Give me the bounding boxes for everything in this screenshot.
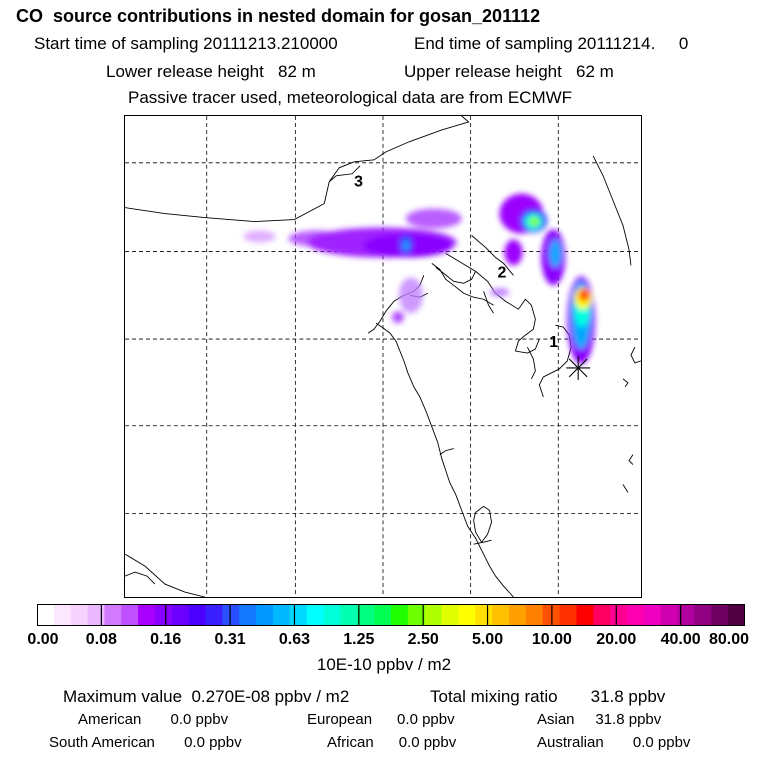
color-swatch — [37, 604, 55, 626]
marker-label-3: 3 — [354, 174, 363, 191]
color-swatch — [559, 604, 577, 626]
color-swatch — [660, 604, 679, 626]
color-swatch — [475, 604, 493, 626]
upper-release-height: Upper release height 62 m — [404, 62, 614, 81]
grid-lines — [125, 116, 641, 597]
color-swatch — [155, 604, 173, 626]
color-swatch — [391, 604, 409, 626]
african-contribution: African 0.0 ppbv — [327, 734, 457, 751]
co-plume — [243, 193, 596, 364]
color-swatch — [677, 604, 695, 626]
australian-contribution: Australian 0.0 ppbv — [537, 734, 691, 751]
color-swatch — [70, 604, 89, 626]
color-swatch — [576, 604, 594, 626]
color-swatch — [256, 604, 274, 626]
color-swatch — [188, 604, 207, 626]
map-panel[interactable]: 1 2 3 — [124, 115, 642, 598]
color-scale-frame — [37, 604, 745, 626]
color-swatch — [424, 604, 443, 626]
color-swatch — [104, 604, 122, 626]
marker-label-2: 2 — [498, 264, 507, 281]
color-scale-bar — [37, 604, 745, 626]
color-scale-tick-label: 80.00 — [708, 631, 750, 648]
color-scale-tick-label: 0.08 — [85, 631, 117, 648]
color-swatch — [306, 604, 325, 626]
color-swatch — [711, 604, 729, 626]
marker-label-1: 1 — [549, 334, 558, 351]
south-american-contribution: South American 0.0 ppbv — [49, 734, 242, 751]
color-swatch — [138, 604, 156, 626]
color-scale-tick-label: 10.00 — [531, 631, 572, 648]
color-scale-tick-label: 5.00 — [471, 631, 504, 648]
color-swatch — [509, 604, 527, 626]
color-swatch — [340, 604, 358, 626]
color-swatch — [458, 604, 476, 626]
color-scale-tick-label: 0.16 — [150, 631, 182, 648]
lower-release-height: Lower release height 82 m — [106, 62, 316, 81]
color-scale-tick-label: 40.00 — [660, 631, 701, 648]
color-swatch — [357, 604, 375, 626]
asian-contribution: Asian 31.8 ppbv — [537, 711, 662, 728]
color-swatch — [121, 604, 139, 626]
color-swatch — [525, 604, 544, 626]
color-swatch — [374, 604, 392, 626]
color-swatch — [273, 604, 291, 626]
color-swatch — [87, 604, 105, 626]
color-swatch — [407, 604, 426, 626]
color-swatch — [694, 604, 712, 626]
european-contribution: European 0.0 ppbv — [307, 711, 455, 728]
color-swatch — [289, 604, 308, 626]
color-scale-tick-label: 20.00 — [596, 631, 637, 648]
color-scale-tick-label: 0.00 — [27, 631, 59, 648]
color-scale-tick-label: 2.50 — [407, 631, 439, 648]
color-swatch — [643, 604, 662, 626]
color-swatch — [222, 604, 240, 626]
color-swatch — [239, 604, 257, 626]
release-site-star-icon — [566, 356, 591, 380]
total-mixing-ratio: Total mixing ratio 31.8 ppbv — [430, 687, 666, 706]
tracer-info: Passive tracer used, meteorological data… — [128, 88, 573, 107]
color-swatch — [610, 604, 628, 626]
color-swatch — [627, 604, 645, 626]
color-scale-tick-label: 1.25 — [343, 631, 375, 648]
color-scale-unit: 10E-10 ppbv / m2 — [316, 655, 452, 674]
maximum-value: Maximum value 0.270E-08 ppbv / m2 — [63, 687, 350, 706]
color-scale-tick-label: 0.63 — [278, 631, 311, 648]
start-time-label: Start time of sampling 20111213.210000 — [34, 34, 338, 53]
color-swatch — [205, 604, 223, 626]
color-swatch — [441, 604, 459, 626]
color-scale-tick-label: 0.31 — [214, 631, 246, 648]
end-time-label: End time of sampling 20111214. 0 — [414, 34, 689, 53]
color-swatch — [492, 604, 510, 626]
american-contribution: American 0.0 ppbv — [78, 711, 229, 728]
color-swatch — [53, 604, 72, 626]
color-swatch — [593, 604, 611, 626]
color-swatch — [323, 604, 341, 626]
figure-title: CO source contributions in nested domain… — [16, 6, 541, 26]
color-swatch — [171, 604, 190, 626]
color-swatch — [728, 604, 745, 626]
